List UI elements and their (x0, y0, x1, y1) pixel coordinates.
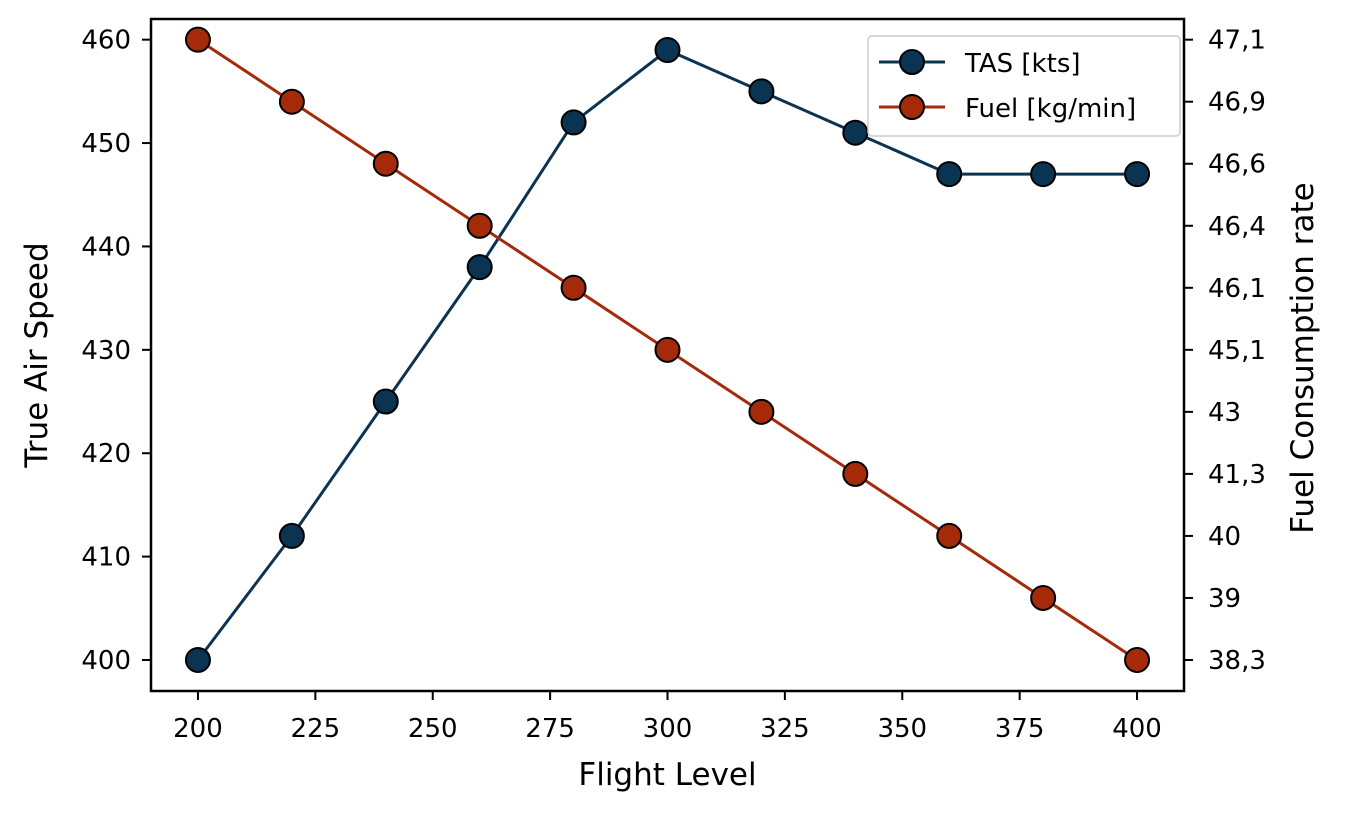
data-point-tas (936, 161, 963, 188)
y2-tick-label: 38,3 (1208, 646, 1266, 676)
y-tick-label: 430 (81, 336, 131, 366)
legend: TAS [kts] Fuel [kg/min] (867, 35, 1181, 137)
data-point-fuel (1124, 646, 1151, 673)
y2-tick-label: 45,1 (1208, 336, 1266, 366)
x-tick-label: 250 (408, 714, 458, 744)
data-point-fuel (842, 460, 869, 487)
data-point-fuel (748, 398, 775, 425)
data-point-tas (1030, 161, 1057, 188)
y2-tick-label: 40 (1208, 522, 1241, 552)
y-tick-label: 440 (81, 232, 131, 262)
data-point-fuel (1030, 584, 1057, 611)
y2-tick-label: 46,9 (1208, 88, 1266, 118)
legend-box (867, 35, 1181, 137)
y-axis-right-ticks: 38,3 39 40 41,3 43 45,1 46,1 46,4 46,6 46,9 47,1 (1184, 26, 1266, 676)
data-point-tas (184, 646, 211, 673)
y2-tick-label: 47,1 (1208, 26, 1266, 56)
data-point-tas (1124, 161, 1151, 188)
x-axis-ticks: 200 225 250 275 300 325 350 375 400 (173, 691, 1162, 744)
x-tick-label: 400 (1112, 714, 1162, 744)
x-tick-label: 275 (525, 714, 575, 744)
y-tick-label: 420 (81, 439, 131, 469)
data-point-tas (372, 388, 399, 415)
x-tick-label: 325 (760, 714, 810, 744)
y2-tick-label: 46,1 (1208, 274, 1266, 304)
y2-tick-label: 46,4 (1208, 212, 1266, 242)
data-point-tas (466, 254, 493, 281)
y2-axis-label: Fuel Consumption rate (1285, 182, 1321, 533)
y2-tick-label: 41,3 (1208, 460, 1266, 490)
data-point-fuel (466, 212, 493, 239)
x-tick-label: 300 (643, 714, 693, 744)
data-point-tas (842, 119, 869, 146)
x-tick-label: 225 (291, 714, 341, 744)
series-layer (184, 26, 1151, 673)
x-tick-label: 375 (995, 714, 1045, 744)
data-point-fuel (654, 336, 681, 363)
data-point-tas (748, 78, 775, 105)
y-tick-label: 460 (81, 26, 131, 56)
data-point-fuel (372, 150, 399, 177)
y2-tick-label: 43 (1208, 398, 1241, 428)
data-point-tas (278, 522, 305, 549)
x-tick-label: 350 (877, 714, 927, 744)
data-point-tas (560, 109, 587, 136)
y-tick-label: 400 (81, 646, 131, 676)
y-tick-label: 450 (81, 129, 131, 159)
legend-marker-fuel (899, 94, 925, 120)
x-axis-label: Flight Level (578, 757, 756, 793)
x-tick-label: 200 (173, 714, 223, 744)
data-point-fuel (278, 88, 305, 115)
y2-tick-label: 46,6 (1208, 150, 1266, 180)
y-axis-label: True Air Speed (19, 242, 55, 468)
legend-label-tas: TAS [kts] (964, 49, 1081, 79)
data-point-fuel (184, 26, 211, 53)
y2-tick-label: 39 (1208, 584, 1241, 614)
legend-label-fuel: Fuel [kg/min] (965, 94, 1136, 124)
data-point-fuel (936, 522, 963, 549)
y-tick-label: 410 (81, 543, 131, 573)
data-point-tas (654, 37, 681, 64)
y-axis-left-ticks: 400 410 420 430 440 450 460 (81, 26, 151, 676)
data-point-fuel (560, 274, 587, 301)
legend-marker-tas (899, 49, 925, 75)
